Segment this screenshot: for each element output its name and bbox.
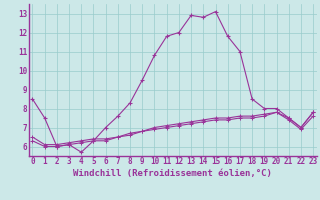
X-axis label: Windchill (Refroidissement éolien,°C): Windchill (Refroidissement éolien,°C) xyxy=(73,169,272,178)
